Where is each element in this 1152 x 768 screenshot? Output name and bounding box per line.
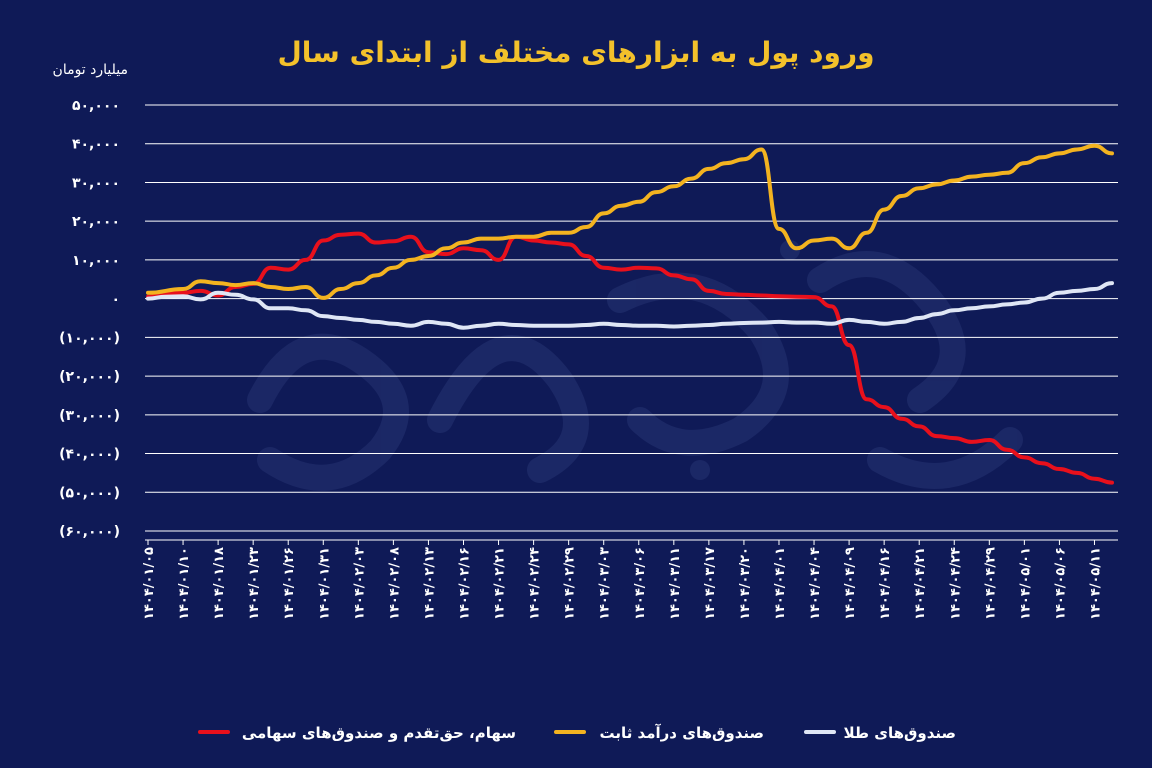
legend-label-0: سهام، حق‌تقدم و صندوق‌های سهامی [242, 724, 516, 742]
y-tick-label: ۳۰,۰۰۰ [72, 175, 120, 191]
series-line-2 [146, 281, 1114, 330]
x-tick-label: ۱۴۰۴/۰۴/۱۶ [878, 547, 893, 620]
x-tick-label: ۱۴۰۴/۰۳/۱۷ [703, 547, 718, 620]
x-tick-label: ۱۴۰۴/۰۳/۰۶ [633, 547, 648, 620]
x-tick-label: ۱۴۰۴/۰۵/۱۱ [1088, 547, 1103, 620]
y-tick-label: ۵۰,۰۰۰ [72, 98, 120, 114]
x-tick-label: ۱۴۰۴/۰۴/۰۱ [773, 547, 788, 620]
x-tick-label: ۱۴۰۴/۰۵/۰۱ [1018, 547, 1033, 620]
y-tick-label: (۵۰,۰۰۰) [59, 485, 120, 501]
x-tick-label: ۱۴۰۴/۰۱/۳۱ [317, 547, 332, 620]
x-tick-label: ۱۴۰۴/۰۲/۲۹ [563, 547, 578, 620]
legend-label-1: صندوق‌های درآمد ثابت [600, 724, 764, 742]
chart-title: ورود پول به ابزارهای مختلف از ابتدای سال [278, 36, 875, 69]
x-tick-label: ۱۴۰۴/۰۳/۰۳ [598, 547, 613, 620]
y-tick-label: ۰ [111, 292, 120, 308]
x-tick-label: ۱۴۰۴/۰۵/۰۶ [1053, 547, 1068, 620]
x-tick-label: ۱۴۰۴/۰۱/۲۳ [247, 547, 262, 620]
x-tick-label: ۱۴۰۴/۰۱/۱۸ [212, 547, 227, 620]
y-tick-label: (۳۰,۰۰۰) [59, 408, 120, 424]
x-tick-label: ۱۴۰۴/۰۲/۰۸ [387, 547, 402, 620]
x-tick-label: ۱۴۰۴/۰۲/۱۳ [422, 547, 437, 620]
x-tick-label: ۱۴۰۴/۰۴/۲۹ [983, 547, 998, 620]
legend-label-2: صندوق‌های طلا [843, 724, 956, 742]
x-tick-label: ۱۴۰۴/۰۱/۲۶ [282, 547, 297, 620]
series-line-1 [146, 143, 1114, 300]
x-tick-label: ۱۴۰۴/۰۴/۲۴ [948, 547, 963, 620]
x-tick-label: ۱۴۰۴/۰۲/۰۳ [352, 547, 367, 620]
y-axis-unit-label: میلیارد تومان [53, 62, 128, 78]
y-tick-label: ۱۰,۰۰۰ [72, 253, 120, 269]
x-tick-label: ۱۴۰۴/۰۴/۰۴ [808, 547, 823, 620]
y-tick-label: (۴۰,۰۰۰) [59, 447, 120, 463]
x-tick-label: ۱۴۰۴/۰۱/۰۵ [142, 547, 157, 620]
x-tick-label: ۱۴۰۴/۰۳/۲۰ [738, 547, 753, 620]
y-tick-label: (۱۰,۰۰۰) [59, 330, 120, 346]
x-tick-label: ۱۴۰۴/۰۱/۱۰ [177, 547, 192, 620]
x-tick-label: ۱۴۰۴/۰۴/۰۹ [843, 547, 858, 620]
x-tick-label: ۱۴۰۴/۰۲/۱۶ [457, 547, 472, 620]
x-tick-label: ۱۴۰۴/۰۴/۲۱ [913, 547, 928, 620]
y-tick-label: ۲۰,۰۰۰ [72, 214, 120, 230]
y-tick-label: ۴۰,۰۰۰ [72, 137, 120, 153]
series-line-0 [146, 231, 1114, 485]
x-tick-label: ۱۴۰۴/۰۲/۲۱ [493, 547, 508, 620]
x-tick-label: ۱۴۰۴/۰۲/۲۴ [528, 547, 543, 620]
y-tick-label: (۲۰,۰۰۰) [59, 369, 120, 385]
x-tick-label: ۱۴۰۴/۰۳/۱۱ [668, 547, 683, 620]
y-tick-label: (۶۰,۰۰۰) [59, 524, 120, 540]
